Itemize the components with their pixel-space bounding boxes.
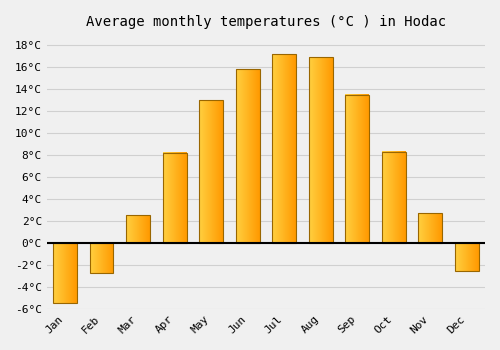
Bar bbox=[382, 152, 406, 243]
Bar bbox=[200, 100, 223, 243]
Bar bbox=[455, 243, 478, 272]
Bar bbox=[418, 213, 442, 243]
Bar bbox=[309, 57, 332, 243]
Bar bbox=[90, 243, 114, 273]
Bar bbox=[163, 153, 186, 243]
Bar bbox=[346, 95, 369, 243]
Title: Average monthly temperatures (°C ) in Hodac: Average monthly temperatures (°C ) in Ho… bbox=[86, 15, 446, 29]
Bar bbox=[236, 69, 260, 243]
Bar bbox=[126, 216, 150, 243]
Bar bbox=[272, 54, 296, 243]
Bar bbox=[54, 243, 77, 303]
